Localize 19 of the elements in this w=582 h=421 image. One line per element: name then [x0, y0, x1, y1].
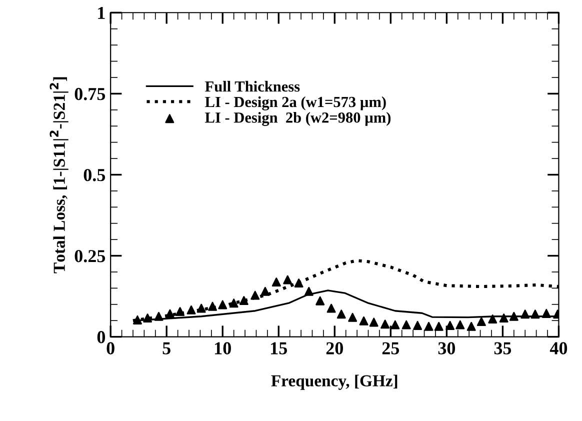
y-tick-label: 0.75	[74, 88, 106, 100]
y-tick-label: 0	[97, 331, 106, 344]
x-tick-label: 20	[326, 342, 343, 354]
y-tick-label: 0.25	[74, 250, 106, 262]
x-tick-label: 15	[271, 342, 287, 354]
x-tick-label: 25	[382, 342, 400, 354]
x-axis-title: Frequency, [GHz]	[271, 374, 398, 390]
x-tick-label: 5	[162, 342, 170, 354]
x-tick-label: 0	[106, 342, 114, 354]
y-axis-title: Total Loss, [1-|S11|$^{2}$-|S21|$^{2}$]	[50, 77, 68, 274]
x-tick-label: 10	[215, 342, 231, 354]
x-tick-label: 35	[494, 342, 512, 354]
y-tick-label: 1	[98, 6, 105, 19]
legend-label: LI - Design 2b (w2=980 µm)	[205, 112, 391, 126]
legend-label: Full Thickness	[205, 80, 300, 92]
x-tick-label: 40	[550, 342, 568, 354]
x-tick-label: 30	[438, 342, 456, 354]
y-tick-label: 0.5	[84, 168, 106, 182]
legend-label: LI - Design 2a (w1=573 µm)	[205, 96, 386, 110]
